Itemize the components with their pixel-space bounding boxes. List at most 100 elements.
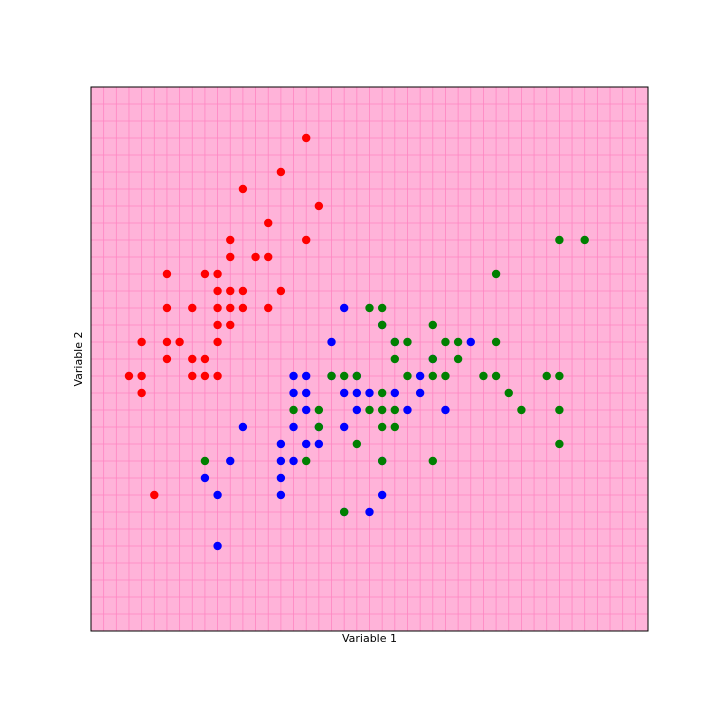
scatter-point [314,422,324,432]
scatter-point [302,388,311,398]
scatter-point [188,371,197,381]
scatter-point [226,456,235,466]
scatter-point [580,235,589,245]
scatter-point [238,303,248,313]
scatter-point [415,388,425,398]
scatter-point [339,388,349,398]
scatter-point [226,235,235,245]
scatter-point [175,337,184,347]
scatter-point [276,490,286,500]
scatter-point [276,167,286,177]
scatter-point [441,337,450,347]
scatter-point [276,439,286,449]
scatter-point [339,422,349,432]
scatter-point [137,371,146,381]
scatter-point [327,371,336,381]
scatter-point [377,456,387,466]
scatter-point [377,405,387,415]
scatter-point [213,269,222,279]
scatter-point [352,388,362,398]
scatter-point [491,337,501,347]
scatter-point [264,303,273,313]
scatter-point [365,507,374,517]
scatter-point [137,337,146,347]
scatter-point [466,337,475,347]
scatter-point [377,320,387,330]
scatter-point [365,405,374,415]
scatter-point [276,473,286,483]
scatter-point [302,371,311,381]
scatter-point [302,133,311,143]
scatter-point [302,235,311,245]
scatter-point [352,371,362,381]
scatter-point [213,303,222,313]
scatter-point [314,439,324,449]
scatter-point [137,388,146,398]
scatter-point [479,371,488,381]
scatter-point [200,473,210,483]
scatter-point [302,439,311,449]
scatter-point [517,405,526,415]
scatter-point [150,490,159,500]
scatter-point [542,371,551,381]
scatter-point [264,218,273,228]
scatter-point [390,337,400,347]
scatter-point [162,303,172,313]
scatter-point [339,303,349,313]
scatter-point [226,252,235,262]
scatter-point [213,371,222,381]
scatter-point [555,439,564,449]
scatter-point [339,371,349,381]
scatter-point [213,337,222,347]
scatter-point [491,371,501,381]
scatter-point [200,269,210,279]
scatter-point [555,235,564,245]
scatter-point [251,252,260,262]
scatter-point [377,422,387,432]
scatter-point [276,456,286,466]
data-points [124,133,589,551]
scatter-point [188,303,197,313]
scatter-point [314,405,324,415]
plot-frame [90,86,649,632]
scatter-point [504,388,513,398]
scatter-point [213,320,222,330]
scatter-point [200,456,210,466]
scatter-point [238,286,248,296]
scatter-point [365,388,374,398]
scatter-point [238,184,248,194]
scatter-point [289,388,298,398]
series-3 [200,235,589,517]
scatter-point [390,422,400,432]
scatter-point [415,371,425,381]
scatter-point [124,371,134,381]
scatter-point [403,405,412,415]
scatter-point [453,354,463,364]
series-1 [124,133,324,500]
scatter-point [428,371,437,381]
scatter-point [162,269,172,279]
scatter-point [213,286,222,296]
scatter-point [428,320,437,330]
grid-lines [91,87,648,631]
scatter-point [555,371,564,381]
scatter-point [453,337,463,347]
scatter-point [352,439,362,449]
scatter-point [339,507,349,517]
scatter-point [365,303,374,313]
scatter-point [390,388,400,398]
scatter-point [428,354,437,364]
scatter-point [226,320,235,330]
scatter-point [226,286,235,296]
scatter-point [200,354,210,364]
scatter-point [289,422,298,432]
scatter-point [555,405,564,415]
scatter-point [213,541,222,551]
scatter-point [188,354,197,364]
x-axis-label: Variable 1 [342,632,397,645]
scatter-point [403,371,412,381]
scatter-point [390,405,400,415]
scatter-point [403,337,412,347]
